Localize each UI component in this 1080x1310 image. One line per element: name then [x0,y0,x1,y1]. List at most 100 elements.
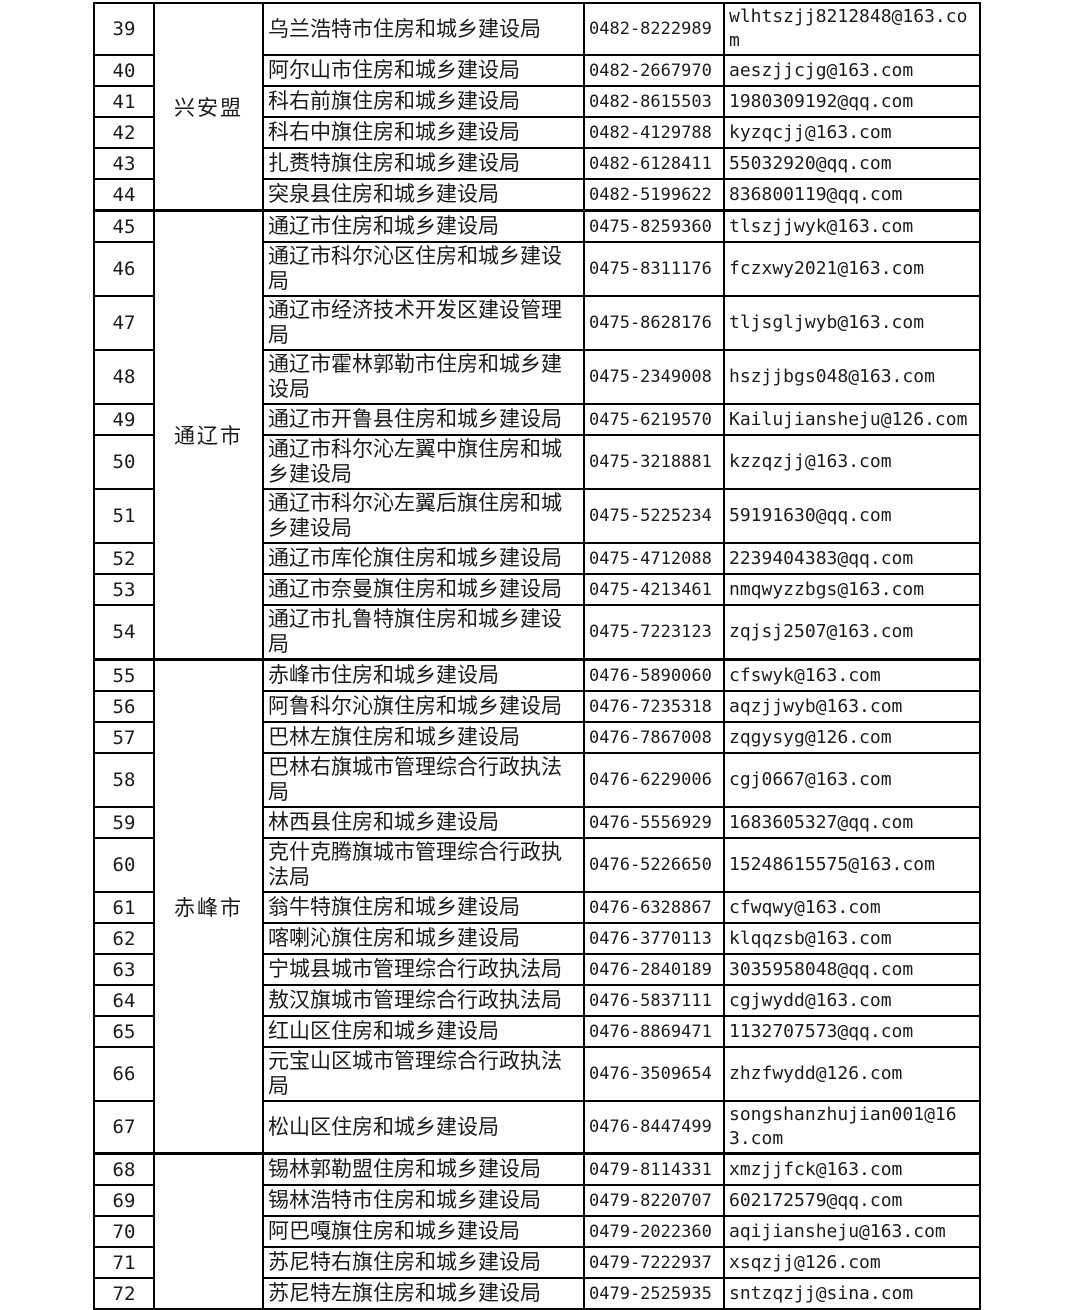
phone-cell: 0476-6229006 [583,752,725,808]
department-cell: 通辽市开鲁县住房和城乡建设局 [262,403,585,436]
phone-cell: 0482-8615503 [583,85,725,118]
department-cell: 林西县住房和城乡建设局 [262,806,585,839]
row-number-cell: 50 [93,434,155,490]
table-row: 58 巴林右旗城市管理综合行政执法局 0476-6229006 cgj0667@163… [93,752,981,808]
department-cell: 克什克腾旗城市管理综合行政执法局 [262,837,585,893]
email-cell: zqgysyg@126.com [723,721,981,754]
department-cell: 通辽市库伦旗住房和城乡建设局 [262,542,585,575]
table-row: 41 科右前旗住房和城乡建设局 0482-8615503 1980309192@qq.… [93,85,981,118]
phone-cell: 0479-8114331 [583,1152,725,1186]
email-cell: tlszjjwyk@163.com [723,209,981,243]
department-cell: 巴林右旗城市管理综合行政执法局 [262,752,585,808]
department-cell: 阿尔山市住房和城乡建设局 [262,54,585,87]
table-row: 49 通辽市开鲁县住房和城乡建设局 0475-6219570 Kailujianshe… [93,403,981,436]
table-row: 63 宁城县城市管理综合行政执法局 0476-2840189 3035958048@q… [93,953,981,986]
phone-cell: 0475-7223123 [583,604,725,661]
row-number-cell: 63 [93,953,155,986]
row-number-cell: 57 [93,721,155,754]
email-cell: cfswyk@163.com [723,658,981,692]
email-cell: 15248615575@163.com [723,837,981,893]
table-row: 43 扎赉特旗住房和城乡建设局 0482-6128411 55032920@qq.co… [93,147,981,180]
row-number-cell: 59 [93,806,155,839]
department-cell: 红山区住房和城乡建设局 [262,1015,585,1048]
email-cell: 3035958048@qq.com [723,953,981,986]
row-number-cell: 47 [93,295,155,351]
email-cell: cgj0667@163.com [723,752,981,808]
row-number-cell: 46 [93,241,155,297]
table-row: 57 巴林左旗住房和城乡建设局 0476-7867008 zqgysyg@126.co… [93,721,981,754]
department-cell: 阿巴嘎旗住房和城乡建设局 [262,1215,585,1248]
email-cell: aqzjjwyb@163.com [723,690,981,723]
row-number-cell: 66 [93,1046,155,1102]
phone-cell: 0476-7867008 [583,721,725,754]
email-cell: cfwqwy@163.com [723,891,981,924]
department-cell: 翁牛特旗住房和城乡建设局 [262,891,585,924]
table-row: 67 松山区住房和城乡建设局 0476-8447499 songshanzhujian… [93,1100,981,1155]
phone-cell: 0476-6328867 [583,891,725,924]
email-cell: kzzqzjj@163.com [723,434,981,490]
phone-cell: 0476-5556929 [583,806,725,839]
department-cell: 通辽市扎鲁特旗住房和城乡建设局 [262,604,585,661]
phone-cell: 0476-5837111 [583,984,725,1017]
phone-cell: 0475-8311176 [583,241,725,297]
row-number-cell: 61 [93,891,155,924]
phone-cell: 0476-5890060 [583,658,725,692]
row-number-cell: 56 [93,690,155,723]
email-cell: Kailujiansheju@126.com [723,403,981,436]
email-cell: hszjjbgs048@163.com [723,349,981,405]
table-row: 48 通辽市霍林郭勒市住房和城乡建设局 0475-2349008 hszjjbgs04… [93,349,981,405]
phone-cell: 0479-2022360 [583,1215,725,1248]
row-number-cell: 49 [93,403,155,436]
row-number-cell: 39 [93,2,155,56]
email-cell: aeszjjcjg@163.com [723,54,981,87]
row-number-cell: 71 [93,1246,155,1279]
email-cell: sntzqzjj@sina.com [723,1277,981,1310]
department-cell: 通辽市科尔沁左翼中旗住房和城乡建设局 [262,434,585,490]
email-cell: tljsgljwyb@163.com [723,295,981,351]
phone-cell: 0475-4712088 [583,542,725,575]
row-number-cell: 70 [93,1215,155,1248]
email-cell: aqijiansheju@163.com [723,1215,981,1248]
table-row: 44 突泉县住房和城乡建设局 0482-5199622 836800119@qq.co… [93,178,981,212]
department-cell: 扎赉特旗住房和城乡建设局 [262,147,585,180]
department-cell: 敖汉旗城市管理综合行政执法局 [262,984,585,1017]
email-cell: klqqzsb@163.com [723,922,981,955]
email-cell: 1132707573@qq.com [723,1015,981,1048]
department-cell: 突泉县住房和城乡建设局 [262,178,585,212]
row-number-cell: 53 [93,573,155,606]
department-cell: 喀喇沁旗住房和城乡建设局 [262,922,585,955]
row-number-cell: 64 [93,984,155,1017]
department-cell: 科右中旗住房和城乡建设局 [262,116,585,149]
department-cell: 通辽市经济技术开发区建设管理局 [262,295,585,351]
table-row: 46 通辽市科尔沁区住房和城乡建设局 0475-8311176 fczxwy2021@… [93,241,981,297]
phone-cell: 0476-8869471 [583,1015,725,1048]
phone-cell: 0479-2525935 [583,1277,725,1310]
department-cell: 松山区住房和城乡建设局 [262,1100,585,1155]
phone-cell: 0482-4129788 [583,116,725,149]
table-row: 50 通辽市科尔沁左翼中旗住房和城乡建设局 0475-3218881 kzzqzjj@… [93,434,981,490]
row-number-cell: 42 [93,116,155,149]
phone-cell: 0476-2840189 [583,953,725,986]
table-row: 47 通辽市经济技术开发区建设管理局 0475-8628176 tljsgljwyb@… [93,295,981,351]
row-number-cell: 67 [93,1100,155,1155]
row-number-cell: 60 [93,837,155,893]
table-row: 55 赤峰市 赤峰市住房和城乡建设局 0476-5890060 cfswyk@163.c… [93,658,981,1155]
contact-table: 39 兴安盟 乌兰浩特市住房和城乡建设局 0482-8222989 wlhtszjj82… [93,2,981,1310]
department-cell: 通辽市住房和城乡建设局 [262,209,585,243]
region-cell: 通辽市 [153,209,264,661]
phone-cell: 0476-3770113 [583,922,725,955]
table-row: 61 翁牛特旗住房和城乡建设局 0476-6328867 cfwqwy@163.com [93,891,981,924]
row-number-cell: 68 [93,1152,155,1186]
row-number-cell: 54 [93,604,155,661]
department-cell: 乌兰浩特市住房和城乡建设局 [262,2,585,56]
row-number-cell: 69 [93,1184,155,1217]
phone-cell: 0482-6128411 [583,147,725,180]
phone-cell: 0475-6219570 [583,403,725,436]
phone-cell: 0482-2667970 [583,54,725,87]
department-cell: 通辽市霍林郭勒市住房和城乡建设局 [262,349,585,405]
department-cell: 通辽市科尔沁左翼后旗住房和城乡建设局 [262,488,585,544]
email-cell: xmzjjfck@163.com [723,1152,981,1186]
table-row: 53 通辽市奈曼旗住房和城乡建设局 0475-4213461 nmqwyzzbgs@1… [93,573,981,606]
row-number-cell: 44 [93,178,155,212]
department-cell: 宁城县城市管理综合行政执法局 [262,953,585,986]
